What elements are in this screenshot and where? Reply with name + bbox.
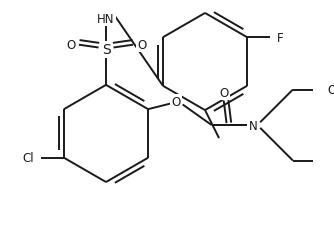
Text: O: O xyxy=(219,86,228,100)
Text: O: O xyxy=(66,39,75,52)
Text: F: F xyxy=(277,32,283,45)
Text: O: O xyxy=(327,84,334,97)
Text: HN: HN xyxy=(97,13,115,26)
Text: N: N xyxy=(249,119,258,132)
Text: S: S xyxy=(102,43,111,57)
Text: O: O xyxy=(171,96,181,109)
Text: O: O xyxy=(137,39,146,52)
Text: Cl: Cl xyxy=(23,152,34,165)
